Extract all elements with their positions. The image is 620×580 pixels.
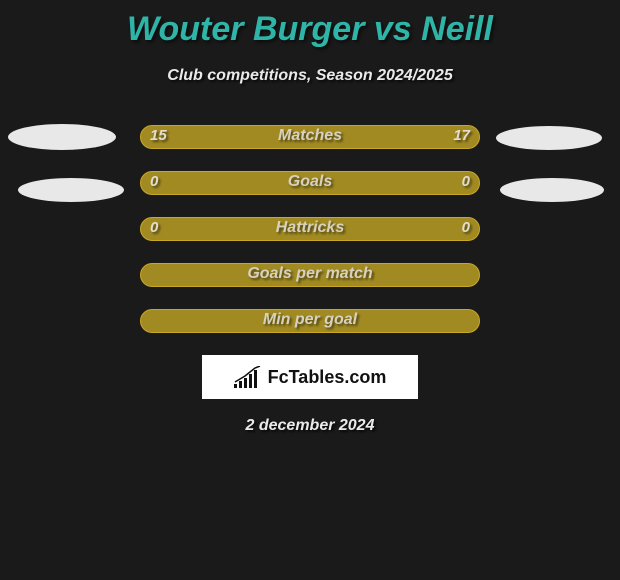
decor-ellipse [18,178,124,202]
stat-row: Goals per match [0,263,620,287]
stat-label: Goals [140,173,480,191]
subtitle: Club competitions, Season 2024/2025 [0,67,620,85]
stat-right-value: 0 [462,219,470,236]
stat-label: Min per goal [140,311,480,329]
bar-chart-icon [234,366,262,388]
stats-container: 15 Matches 17 0 Goals 0 0 Hattricks 0 Go… [0,125,620,333]
decor-ellipse [496,126,602,150]
stat-right-value: 17 [453,127,470,144]
stat-right-value: 0 [462,173,470,190]
stat-row: Min per goal [0,309,620,333]
brand-logo: FcTables.com [202,355,418,399]
stat-row: 0 Hattricks 0 [0,217,620,241]
brand-name: FcTables.com [268,367,387,388]
stat-label: Goals per match [140,265,480,283]
decor-ellipse [500,178,604,202]
page-title: Wouter Burger vs Neill [0,0,620,49]
stat-label: Hattricks [140,219,480,237]
decor-ellipse [8,124,116,150]
date-label: 2 december 2024 [0,417,620,435]
stat-label: Matches [140,127,480,145]
